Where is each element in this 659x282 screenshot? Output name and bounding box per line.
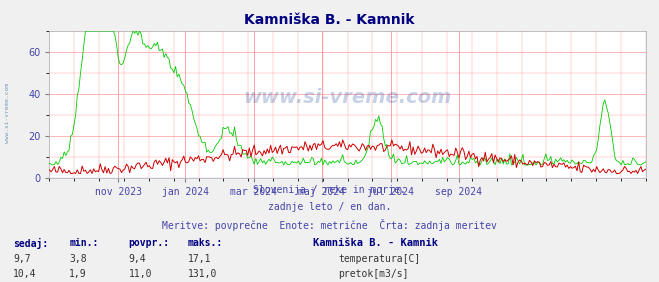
Text: 1,9: 1,9 bbox=[69, 269, 87, 279]
Text: zadnje leto / en dan.: zadnje leto / en dan. bbox=[268, 202, 391, 212]
Text: 17,1: 17,1 bbox=[188, 254, 212, 264]
Text: 11,0: 11,0 bbox=[129, 269, 152, 279]
Text: maks.:: maks.: bbox=[188, 238, 223, 248]
Text: pretok[m3/s]: pretok[m3/s] bbox=[338, 269, 409, 279]
Text: min.:: min.: bbox=[69, 238, 99, 248]
Text: 9,7: 9,7 bbox=[13, 254, 31, 264]
Text: 10,4: 10,4 bbox=[13, 269, 37, 279]
Text: 3,8: 3,8 bbox=[69, 254, 87, 264]
Text: Slovenija / reke in morje.: Slovenija / reke in morje. bbox=[253, 185, 406, 195]
Text: 9,4: 9,4 bbox=[129, 254, 146, 264]
Text: sedaj:: sedaj: bbox=[13, 238, 48, 249]
Text: Kamniška B. - Kamnik: Kamniška B. - Kamnik bbox=[313, 238, 438, 248]
Text: Kamniška B. - Kamnik: Kamniška B. - Kamnik bbox=[244, 13, 415, 27]
Text: temperatura[C]: temperatura[C] bbox=[338, 254, 420, 264]
Text: Meritve: povprečne  Enote: metrične  Črta: zadnja meritev: Meritve: povprečne Enote: metrične Črta:… bbox=[162, 219, 497, 231]
Text: www.si-vreme.com: www.si-vreme.com bbox=[243, 87, 452, 107]
Text: www.si-vreme.com: www.si-vreme.com bbox=[5, 83, 11, 143]
Text: 131,0: 131,0 bbox=[188, 269, 217, 279]
Text: povpr.:: povpr.: bbox=[129, 238, 169, 248]
